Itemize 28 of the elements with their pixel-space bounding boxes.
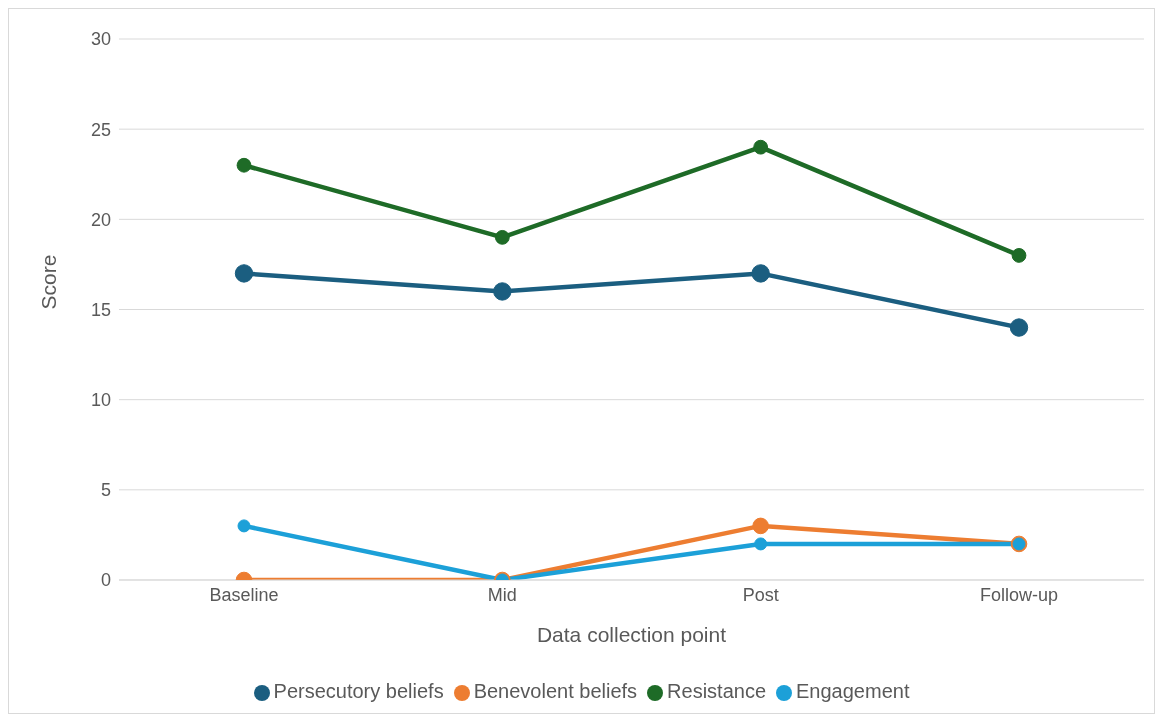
point	[1011, 248, 1027, 263]
y-axis-title: Score	[37, 254, 61, 310]
x-axis-title: Data collection point	[536, 623, 727, 646]
y-tick-label: 20	[90, 209, 111, 230]
point	[234, 264, 254, 283]
y-tick-label: 10	[90, 390, 111, 411]
x-tick-label: Mid	[487, 584, 517, 605]
point	[1009, 318, 1029, 337]
point	[237, 519, 251, 533]
y-tick-label: 30	[90, 29, 111, 50]
y-tick-label: 0	[100, 570, 111, 591]
point	[493, 282, 512, 301]
point	[752, 517, 769, 535]
x-tick-label: Follow-up	[979, 584, 1059, 605]
point	[754, 537, 768, 551]
y-tick-label: 5	[100, 480, 111, 501]
legend-label: Engagement	[796, 680, 910, 702]
legend-label: Resistance	[667, 680, 767, 702]
point	[236, 157, 252, 173]
point	[494, 229, 510, 245]
y-tick-label: 25	[90, 119, 111, 140]
point	[751, 264, 770, 283]
x-tick-label: Baseline	[209, 584, 279, 605]
x-tick-label: Post	[742, 584, 779, 605]
legend-label: Persecutory beliefs	[273, 680, 444, 702]
legend-label: Benevolent beliefs	[473, 680, 638, 702]
point	[753, 139, 769, 155]
y-tick-label: 15	[90, 299, 111, 320]
